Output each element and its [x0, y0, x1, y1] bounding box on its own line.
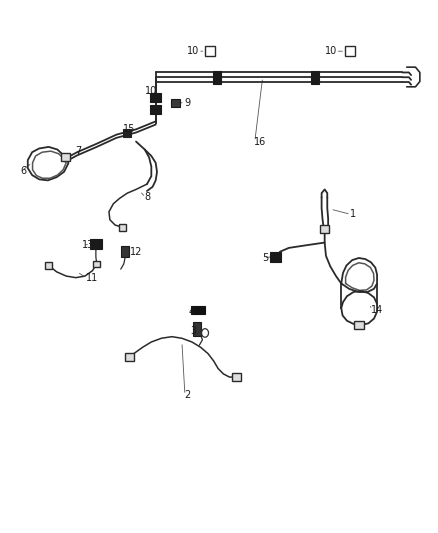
- Bar: [45, 262, 52, 269]
- Text: 1: 1: [350, 209, 356, 220]
- Text: 6: 6: [20, 166, 26, 176]
- Text: 10: 10: [187, 46, 199, 56]
- Text: 8: 8: [145, 192, 151, 203]
- Bar: [213, 71, 221, 84]
- Bar: [171, 99, 180, 107]
- Bar: [320, 225, 329, 233]
- Bar: [191, 306, 205, 314]
- Bar: [124, 128, 131, 136]
- Text: 11: 11: [86, 273, 98, 283]
- Text: 9: 9: [184, 98, 190, 108]
- Text: 2: 2: [184, 390, 191, 400]
- Text: 15: 15: [123, 124, 135, 134]
- Bar: [119, 224, 126, 231]
- Bar: [150, 105, 161, 115]
- Bar: [121, 246, 129, 257]
- Bar: [93, 261, 100, 267]
- Bar: [125, 353, 134, 361]
- Bar: [345, 46, 355, 56]
- Bar: [150, 93, 161, 102]
- Bar: [90, 239, 102, 249]
- Text: 12: 12: [130, 247, 142, 256]
- Bar: [311, 71, 319, 84]
- Bar: [354, 321, 364, 329]
- Bar: [270, 252, 281, 262]
- Text: 10: 10: [145, 86, 157, 96]
- Text: 5: 5: [263, 253, 269, 263]
- Text: 4: 4: [188, 306, 194, 317]
- Bar: [61, 153, 70, 161]
- Text: 14: 14: [371, 305, 383, 315]
- Text: 16: 16: [254, 136, 266, 147]
- Bar: [193, 322, 201, 336]
- Text: 7: 7: [75, 146, 81, 156]
- Bar: [232, 373, 241, 381]
- Bar: [205, 46, 215, 56]
- Text: 10: 10: [325, 46, 337, 56]
- Text: 3: 3: [191, 326, 197, 336]
- Text: 13: 13: [81, 240, 94, 250]
